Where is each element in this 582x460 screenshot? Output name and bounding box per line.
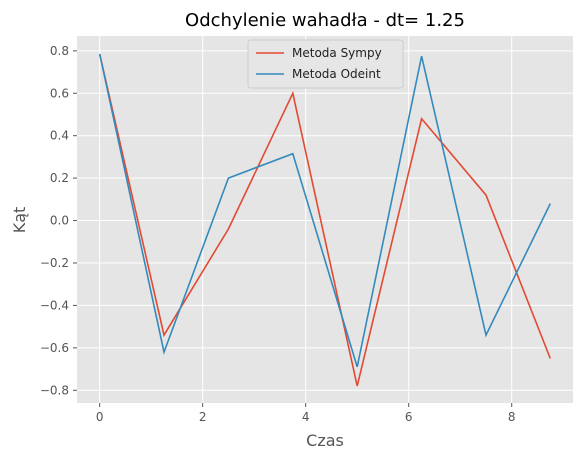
y-tick-label: −0.8 xyxy=(40,383,69,397)
y-tick-label: 0.4 xyxy=(50,129,69,143)
y-tick-label: 0.0 xyxy=(50,214,69,228)
legend-label: Metoda Odeint xyxy=(292,67,381,81)
x-tick-label: 4 xyxy=(302,410,310,424)
y-tick-label: 0.8 xyxy=(50,44,69,58)
x-tick-label: 2 xyxy=(199,410,207,424)
x-tick-label: 8 xyxy=(508,410,516,424)
series-lines xyxy=(98,53,552,387)
y-tick-label: −0.4 xyxy=(40,298,69,312)
x-tick-label: 0 xyxy=(96,410,104,424)
series-line-2 xyxy=(98,53,552,368)
legend-box xyxy=(247,39,404,89)
plot-area xyxy=(77,36,573,403)
x-axis-label: Czas xyxy=(306,431,344,450)
chart-title: Odchylenie wahadła - dt= 1.25 xyxy=(185,10,465,31)
y-tick-label: −0.2 xyxy=(40,256,69,270)
y-tick-label: 0.6 xyxy=(50,86,69,100)
series-line-1 xyxy=(98,53,552,387)
y-tick-label: −0.6 xyxy=(40,341,69,355)
legend-label: Metoda Sympy xyxy=(292,46,382,60)
y-axis-label: Kąt xyxy=(10,207,29,234)
ticks: 0 2 4 6 8 −0.8 −0.6 −0.4 −0.2 0.0 0.2 0.4 0.6 0.8 xyxy=(40,44,516,424)
x-tick-label: 6 xyxy=(405,410,413,424)
y-tick-label: 0.2 xyxy=(50,171,69,185)
legend: Metoda Sympy Metoda Odeint xyxy=(247,39,404,89)
